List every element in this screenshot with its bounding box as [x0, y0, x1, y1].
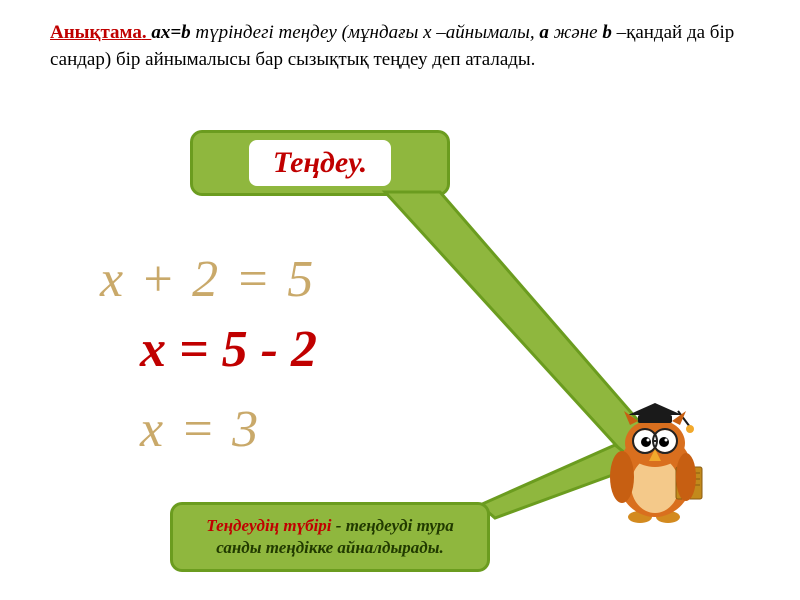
root-callout-text: Теңдеудің түбірі - теңдеуді тура санды т… [189, 515, 471, 559]
owl-character-icon [600, 395, 710, 525]
definition-body-1: түріндегі теңдеу (мұндағы х –айнымалы, [191, 22, 540, 43]
definition-title: Анықтама [50, 22, 142, 43]
equation-callout: Теңдеу. [190, 130, 450, 196]
root-callout-title: Теңдеудің түбірі [206, 516, 331, 535]
equation-line-3: х = 3 [140, 400, 260, 459]
definition-formula: ах=b [151, 22, 190, 43]
equation-line-1: х + 2 = 5 [100, 250, 315, 309]
definition-a: а [539, 22, 549, 43]
equation-callout-inner: Теңдеу. [249, 140, 391, 186]
root-callout: Теңдеудің түбірі - теңдеуді тура санды т… [170, 502, 490, 572]
equation-line-2: x = 5 - 2 [140, 320, 317, 379]
equation-callout-label: Теңдеу. [273, 146, 367, 179]
definition-text: Анықтама. ах=b түріндегі теңдеу (мұндағы… [50, 20, 750, 73]
definition-b: b [602, 22, 612, 43]
